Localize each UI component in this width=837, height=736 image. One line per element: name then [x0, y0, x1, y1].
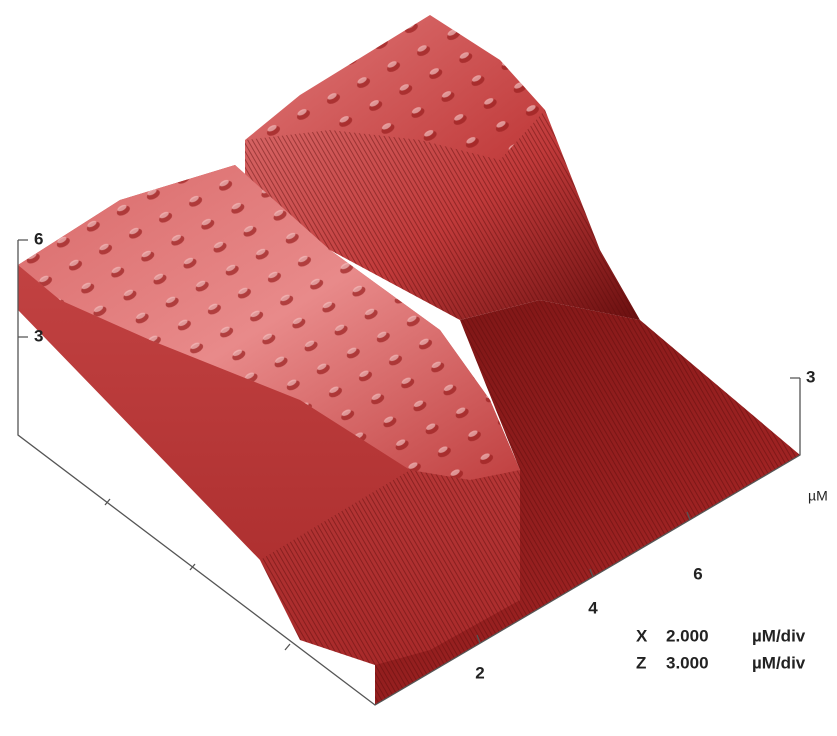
z-ticks: [18, 239, 800, 379]
x-tick-label: 4: [588, 598, 598, 617]
scale-value: 2.000: [666, 626, 709, 645]
scale-value: 3.000: [666, 653, 709, 672]
z-tick-label: 6: [34, 229, 43, 248]
scale-axis: Z: [636, 653, 646, 672]
z-tick-label: 3: [34, 326, 43, 345]
right-tick-label: 3: [806, 367, 815, 386]
surface: [18, 15, 800, 705]
axes: [17, 239, 801, 706]
scale-unit: µM/div: [752, 653, 806, 672]
base-ticks: [104, 498, 691, 651]
scale-axis: X: [636, 626, 648, 645]
axis-frame: [17, 240, 801, 706]
scale-unit: µM/div: [752, 626, 806, 645]
unit-label: µM: [808, 488, 828, 504]
x-tick-label: 6: [693, 564, 702, 583]
x-tick-label: 2: [475, 663, 484, 682]
